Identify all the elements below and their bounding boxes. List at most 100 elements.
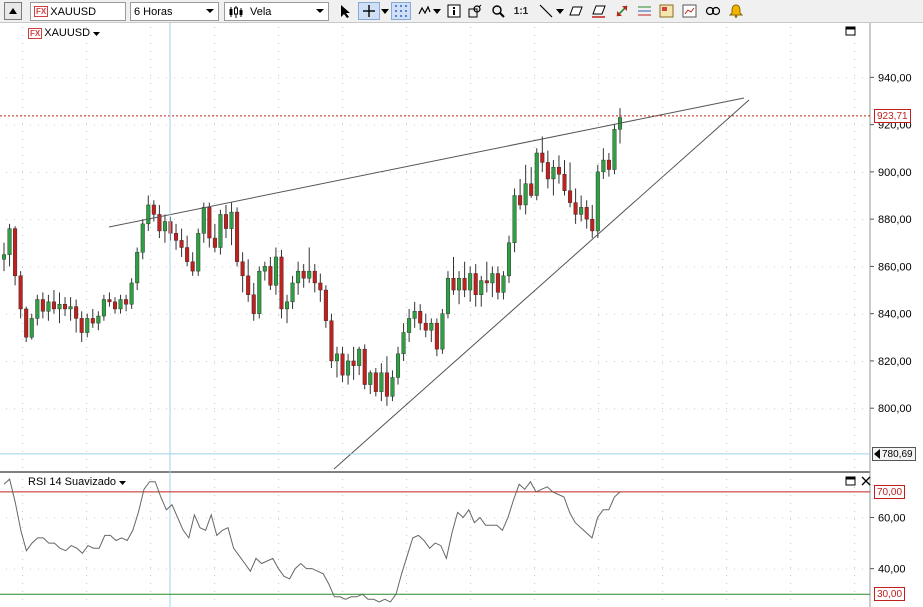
candle [273, 247, 278, 295]
candle [612, 124, 617, 175]
toolbar: FX XAUUSD 6 Horas Vela 1:1 [0, 0, 923, 23]
expand-icon[interactable] [613, 2, 631, 20]
chevron-down-icon [119, 481, 127, 485]
chart-window-icon[interactable] [681, 2, 699, 20]
candle [68, 297, 73, 321]
candle [268, 256, 273, 291]
crosshair-price-tag: 780,69 [872, 446, 916, 461]
timeframe-value: 6 Horas [134, 5, 173, 18]
rsi-title[interactable]: RSI 14 Suavizado [28, 476, 127, 488]
candle [212, 223, 217, 253]
candle [312, 264, 317, 293]
indicator-menu-chevron-icon[interactable] [432, 2, 442, 20]
candle [346, 353, 351, 385]
trendline[interactable] [333, 99, 750, 470]
timeframe-select[interactable]: 6 Horas [130, 2, 219, 21]
candle [140, 219, 145, 260]
chevron-down-icon [316, 9, 324, 13]
grid-dots [6, 27, 863, 600]
candle [79, 311, 84, 343]
rsi-title-text: RSI 14 Suavizado [28, 476, 117, 488]
chevron-down-icon [93, 32, 101, 36]
candle [24, 306, 29, 343]
trendline[interactable] [108, 97, 745, 228]
crosshair-menu-chevron-icon[interactable] [380, 2, 390, 20]
compare-icon[interactable] [704, 2, 722, 20]
collapse-icon[interactable] [4, 2, 22, 20]
crosshair-icon[interactable] [358, 2, 380, 20]
trendline-tool-icon[interactable] [537, 2, 555, 20]
price-chart[interactable]: 940,00 920,00 900,00 880,00 860,00 840,00 820,… [0, 23, 923, 607]
candle [179, 228, 184, 257]
candle [7, 223, 12, 267]
candle [112, 297, 117, 314]
fx-badge: FX [34, 6, 49, 17]
candle [196, 228, 201, 276]
candles [2, 108, 623, 406]
candle [318, 273, 323, 302]
rsi-tick-label: 40,00 [878, 564, 906, 576]
candle [534, 148, 539, 201]
candle [307, 247, 312, 283]
rsi-tick-label: 60,00 [878, 512, 906, 524]
symbol-input[interactable]: FX XAUUSD [30, 2, 126, 21]
candle [529, 167, 534, 198]
candle [18, 271, 23, 319]
candle [57, 292, 62, 324]
candle [523, 164, 528, 215]
eraser-all-icon[interactable] [590, 2, 608, 20]
grid-icon[interactable] [391, 2, 411, 20]
price-tick-label: 900,00 [878, 167, 912, 179]
candle [601, 148, 606, 179]
drawing-menu-chevron-icon[interactable] [555, 2, 565, 20]
last-price-tag: 923,71 [874, 108, 911, 123]
candle [618, 108, 623, 144]
candle [251, 282, 256, 321]
zoom-area-icon[interactable] [466, 2, 484, 20]
chart-type-select[interactable]: Vela [224, 2, 329, 21]
crosshair-price-value: 780,69 [882, 448, 913, 460]
candle [207, 202, 212, 248]
template-icon[interactable] [658, 2, 676, 20]
candle [418, 304, 423, 331]
candle [235, 207, 240, 267]
candle [334, 346, 339, 378]
candle [35, 294, 40, 326]
candle [479, 275, 484, 307]
candle [351, 346, 356, 380]
rsi-maximize-icon[interactable] [845, 476, 856, 486]
candle [223, 204, 228, 239]
candle [90, 308, 95, 328]
candle [501, 271, 506, 300]
alert-bell-icon[interactable] [727, 2, 745, 20]
candle [434, 318, 439, 357]
pointer-icon[interactable] [336, 2, 354, 20]
candle [124, 294, 129, 312]
indicator-icon[interactable] [418, 2, 434, 20]
candle [368, 370, 373, 395]
candle [518, 178, 523, 210]
trendlines[interactable] [108, 97, 750, 470]
candle [457, 271, 462, 305]
rsi-close-icon[interactable] [861, 476, 871, 486]
maximize-pane-icon[interactable] [845, 26, 856, 36]
candle [373, 368, 378, 397]
candle [257, 266, 262, 319]
candle [2, 242, 6, 272]
magnifier-icon[interactable] [489, 2, 507, 20]
symbol-input-value: XAUUSD [50, 5, 97, 18]
candle [429, 318, 434, 343]
eraser-icon[interactable] [567, 2, 585, 20]
candle [445, 271, 450, 319]
zoom-reset-button[interactable]: 1:1 [513, 5, 529, 17]
candle [85, 313, 90, 338]
candle [262, 261, 267, 281]
symbol-label[interactable]: FX XAUUSD [28, 27, 101, 39]
object-list-icon[interactable] [636, 2, 654, 20]
candle [473, 264, 478, 307]
candle [279, 249, 284, 319]
candle [484, 261, 489, 293]
candle [340, 346, 345, 383]
info-icon[interactable] [445, 2, 463, 20]
candle [162, 214, 167, 243]
